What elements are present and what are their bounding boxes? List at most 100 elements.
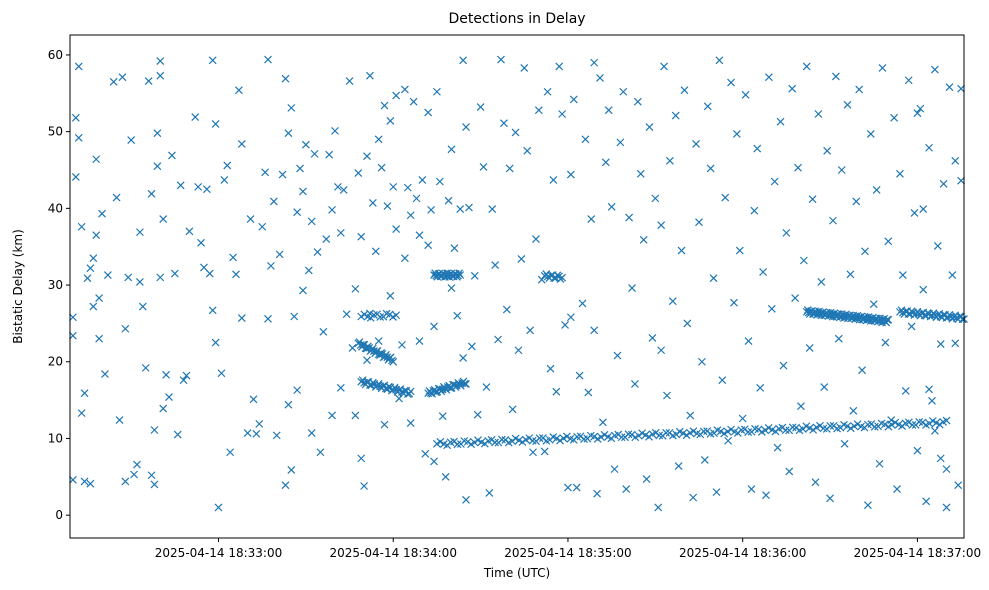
data-point-marker <box>776 117 785 126</box>
data-point-marker <box>770 177 779 186</box>
data-point-marker <box>709 274 718 283</box>
data-point-marker <box>159 215 168 224</box>
data-point-marker <box>724 436 733 445</box>
data-point-marker <box>406 419 415 428</box>
data-point-marker <box>590 58 599 67</box>
data-point-marker <box>383 353 392 362</box>
data-point-marker <box>147 189 156 198</box>
data-point-marker <box>269 197 278 206</box>
data-point-marker <box>948 271 957 279</box>
data-point-marker <box>534 106 543 115</box>
data-point-marker <box>299 187 307 196</box>
data-point-marker <box>942 416 951 425</box>
data-point-marker <box>852 197 861 206</box>
data-point-marker <box>558 110 567 118</box>
data-point-marker <box>951 156 960 165</box>
data-point-marker <box>293 386 302 395</box>
data-point-marker <box>162 370 171 379</box>
data-point-marker <box>529 448 537 457</box>
data-point-marker <box>296 164 304 173</box>
data-point-marker <box>858 366 867 375</box>
data-point-marker <box>159 404 168 413</box>
data-point-marker <box>376 313 385 321</box>
data-point-marker <box>697 357 706 366</box>
data-point-marker <box>898 271 907 279</box>
data-point-marker <box>147 471 156 480</box>
data-point-marker <box>476 103 485 112</box>
y-tick-label: 0 <box>55 508 63 522</box>
data-point-marker <box>846 424 855 433</box>
data-point-marker <box>121 324 130 333</box>
data-point-marker <box>167 151 176 160</box>
data-point-marker <box>229 253 237 262</box>
data-point-marker <box>925 385 933 394</box>
data-point-marker <box>454 271 462 280</box>
data-point-marker <box>631 380 639 388</box>
data-point-marker <box>849 406 858 415</box>
data-point-marker <box>913 446 922 455</box>
data-point-marker <box>887 420 896 429</box>
data-point-marker <box>424 241 433 250</box>
data-point-marker <box>395 394 403 403</box>
data-point-marker <box>730 298 738 307</box>
x-tick-label: 2025-04-14 18:35:00 <box>504 546 631 560</box>
data-point-marker <box>450 244 459 253</box>
data-point-marker <box>935 420 944 429</box>
data-point-marker <box>922 497 931 506</box>
x-axis-ticks: 2025-04-14 18:33:00 2025-04-14 18:34:00 20… <box>155 538 981 560</box>
data-point-marker <box>598 418 607 427</box>
data-point-marker <box>386 291 395 300</box>
data-point-marker <box>817 278 826 286</box>
data-point-marker <box>695 218 703 227</box>
data-point-marker <box>843 422 852 431</box>
data-point-marker <box>564 483 572 492</box>
data-point-marker <box>92 155 101 164</box>
data-point-marker <box>89 254 98 263</box>
data-point-marker <box>575 371 584 380</box>
y-axis-label: Bistatic Delay (km) <box>11 229 25 344</box>
data-point-marker <box>645 123 654 131</box>
data-point-marker <box>459 56 468 65</box>
data-point-marker <box>258 222 267 231</box>
data-point-marker <box>351 411 360 420</box>
data-point-marker <box>467 342 476 351</box>
data-point-marker <box>124 273 133 282</box>
data-point-marker <box>584 388 593 397</box>
data-point-marker <box>392 91 401 100</box>
data-point-marker <box>552 434 561 443</box>
data-point-marker <box>453 440 462 449</box>
data-point-marker <box>497 55 505 64</box>
data-point-marker <box>843 100 852 109</box>
data-point-marker <box>499 119 508 128</box>
data-point-marker <box>910 209 919 217</box>
data-point-marker <box>427 205 436 214</box>
data-point-marker <box>370 347 378 356</box>
data-point-marker <box>945 83 954 92</box>
data-point-marker <box>342 310 351 319</box>
data-point-marker <box>400 254 409 263</box>
data-point-marker <box>380 101 389 110</box>
data-point-marker <box>246 215 255 224</box>
data-point-marker <box>686 411 695 420</box>
data-point-marker <box>916 104 925 113</box>
data-point-marker <box>925 419 934 428</box>
data-point-marker <box>655 431 664 440</box>
plot-frame <box>69 34 965 539</box>
data-point-marker <box>436 437 445 446</box>
data-point-marker <box>441 472 450 481</box>
data-point-marker <box>805 344 814 352</box>
data-point-marker <box>345 77 354 85</box>
data-point-marker <box>680 86 689 95</box>
data-point-marker <box>628 284 636 293</box>
data-point-marker <box>616 138 625 147</box>
data-point-marker <box>89 302 98 311</box>
y-tick-label: 30 <box>48 278 63 292</box>
data-point-marker <box>893 485 901 493</box>
data-point-marker <box>485 488 494 497</box>
data-point-marker <box>875 459 884 468</box>
data-point-marker <box>904 76 913 85</box>
data-point-marker <box>68 331 77 340</box>
data-point-marker <box>103 271 112 279</box>
data-point-marker <box>919 205 928 214</box>
data-point-marker <box>156 57 165 66</box>
